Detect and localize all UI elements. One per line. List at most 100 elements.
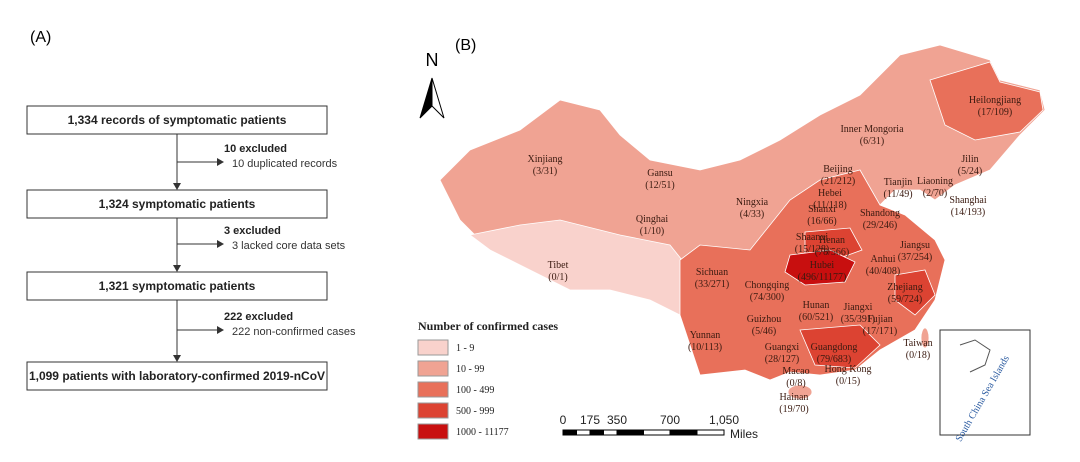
province-name: Ningxia <box>736 197 769 208</box>
map-region <box>894 269 936 316</box>
province-name: Liaoning <box>917 176 953 187</box>
province-cases: (0/18) <box>906 350 930 361</box>
arrowheads <box>173 158 224 362</box>
map-region <box>920 327 930 349</box>
province-cases: (29/246) <box>863 220 897 231</box>
flow-box-text: 1,099 patients with laboratory-confirmed… <box>29 369 325 383</box>
province-cases: (74/300) <box>750 292 784 303</box>
province-cases: (4/33) <box>740 209 764 220</box>
province-name: Tianjin <box>884 177 913 188</box>
exclusion-detail: 222 non-confirmed cases <box>232 326 356 338</box>
scale-segment <box>669 429 698 436</box>
province-cases: (1/10) <box>640 226 664 237</box>
province-name: Gansu <box>647 168 673 179</box>
province-cases: (17/109) <box>978 107 1012 118</box>
province-name: Hunan <box>803 300 830 311</box>
scale-segment <box>616 429 644 436</box>
scale-unit: Miles <box>730 427 758 441</box>
map-region <box>929 61 1044 141</box>
province-name: Inner Mongoria <box>840 124 904 135</box>
province-name: Qinghai <box>636 214 668 225</box>
province-cases: (0/1) <box>548 272 567 283</box>
map-region <box>799 324 881 369</box>
province-name: Yunnan <box>690 330 721 341</box>
map-region <box>804 227 863 259</box>
scale-label: 175 <box>580 413 600 427</box>
legend-label: 1000 - 11177 <box>456 427 509 438</box>
province-cases: (78/566) <box>815 247 849 258</box>
scale-label: 0 <box>560 413 567 427</box>
province-cases: (40/408) <box>866 266 900 277</box>
province-cases: (3/31) <box>533 166 557 177</box>
legend-swatch <box>417 402 449 419</box>
province-cases: (11/118) <box>813 200 847 211</box>
province-name: Shandong <box>860 208 900 219</box>
legend-label: 500 - 999 <box>456 406 494 417</box>
exclusion-title: 222 excluded <box>224 311 293 323</box>
province-cases: (60/521) <box>799 312 833 323</box>
province-name: Shanxi <box>808 204 836 215</box>
flow-box <box>26 105 328 135</box>
province-name: Guizhou <box>747 314 781 325</box>
map-region <box>787 384 813 400</box>
province-name: Zhejiang <box>887 282 923 293</box>
province-cases: (10/113) <box>688 342 722 353</box>
map <box>439 44 1046 400</box>
province-cases: (5/24) <box>958 166 982 177</box>
scale-label: 1,050 <box>709 413 739 427</box>
province-name: Hainan <box>780 392 809 403</box>
scale-label: 350 <box>607 413 627 427</box>
exclusion-title: 10 excluded <box>224 143 287 155</box>
north-arrow <box>431 77 445 119</box>
scale-segment <box>696 429 725 436</box>
province-name: Sichuan <box>696 267 728 278</box>
province-cases: (37/254) <box>898 252 932 263</box>
province-cases: (21/212) <box>821 176 855 187</box>
province-cases: (35/391) <box>841 314 875 325</box>
scale-segment <box>603 429 618 436</box>
north-arrow <box>419 77 433 119</box>
legend-swatch <box>417 381 449 398</box>
flow-box-text: 1,321 symptomatic patients <box>99 279 256 293</box>
legend-swatch <box>417 423 449 440</box>
province-cases: (5/46) <box>752 326 776 337</box>
scale-segment <box>643 429 671 436</box>
province-cases: (15/128) <box>795 244 829 255</box>
flow-box <box>26 271 328 301</box>
province-name: Taiwan <box>903 338 932 349</box>
exclusion-detail: 3 lacked core data sets <box>232 240 346 252</box>
province-cases: (2/70) <box>923 188 947 199</box>
scale-label: 700 <box>660 413 680 427</box>
flow-box-text: 1,324 symptomatic patients <box>99 197 256 211</box>
province-cases: (16/66) <box>807 216 836 227</box>
province-name: Macao <box>782 366 809 377</box>
north-label: N <box>426 50 439 70</box>
legend-swatch <box>417 360 449 377</box>
province-cases: (28/127) <box>765 354 799 365</box>
province-cases: (12/51) <box>645 180 674 191</box>
province-name: Anhui <box>871 254 896 265</box>
panel-label: (A) <box>30 29 51 46</box>
province-cases: (33/271) <box>695 279 729 290</box>
province-name: Shanghai <box>949 195 986 206</box>
province-name: Jiangsu <box>900 240 930 251</box>
exclusion-detail: 10 duplicated records <box>232 158 338 170</box>
legend-label: 1 - 9 <box>456 343 474 354</box>
province-cases: (0/8) <box>786 378 805 389</box>
province-cases: (11/49) <box>883 189 912 200</box>
legend-title: Number of confirmed cases <box>418 319 558 333</box>
province-cases: (19/70) <box>779 404 808 415</box>
flow-box-text: 1,334 records of symptomatic patients <box>68 113 287 127</box>
province-name: Hong Kong <box>825 364 872 375</box>
province-name: Guangdong <box>811 342 858 353</box>
province-name: Beijing <box>823 164 852 175</box>
panel-label: (B) <box>455 37 476 54</box>
exclusion-title: 3 excluded <box>224 225 281 237</box>
province-cases: (496/11177) <box>798 272 847 283</box>
province-cases: (0/15) <box>836 376 860 387</box>
province-name: Henan <box>819 235 845 246</box>
province-name: Jilin <box>961 154 978 165</box>
legend-label: 10 - 99 <box>456 364 484 375</box>
province-name: Shaanxi <box>796 232 828 243</box>
